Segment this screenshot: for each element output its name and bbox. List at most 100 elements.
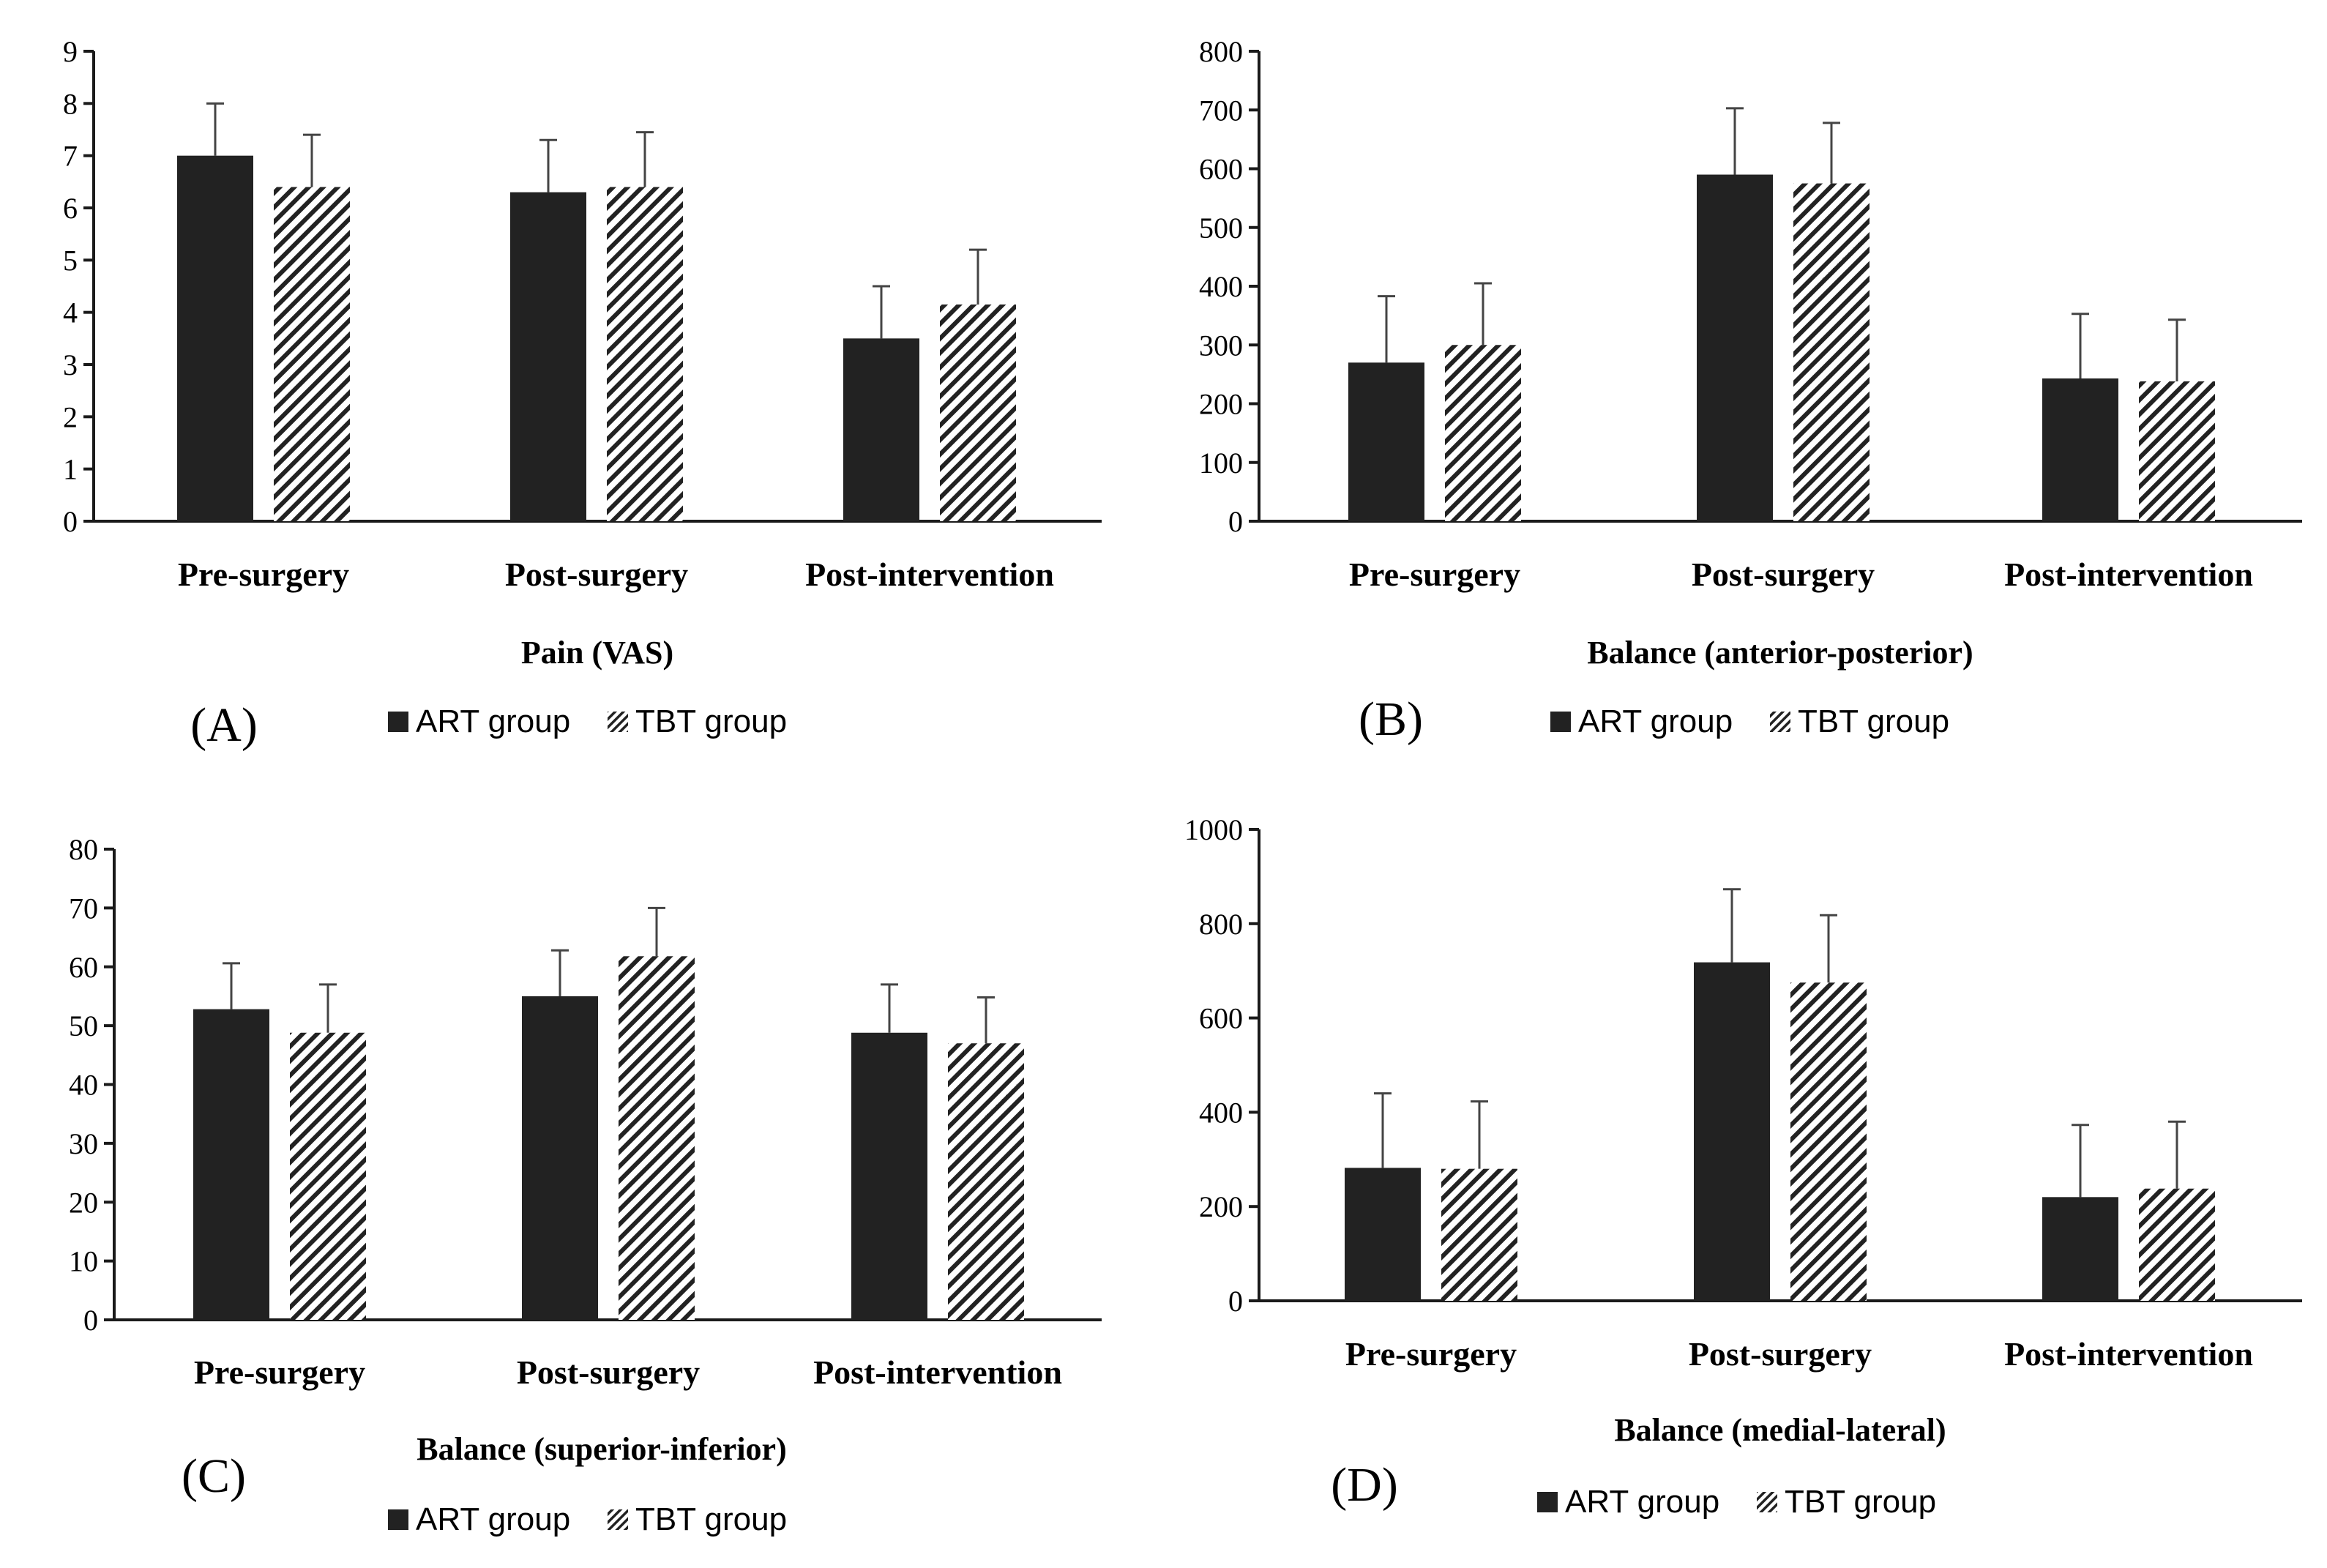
legend-swatch-tbt (608, 712, 628, 732)
legend: ART group TBT group (1550, 703, 1949, 739)
x-category-label: Post-surgery (517, 1354, 700, 1391)
y-tick-label: 700 (1199, 94, 1243, 127)
y-tick-label: 6 (63, 192, 78, 225)
x-category-label: Pre-surgery (178, 556, 349, 593)
x-axis-label: Balance (anterior-posterior) (1587, 635, 1973, 671)
x-category-label: Post-surgery (1689, 1335, 1872, 1373)
y-tick-label: 20 (69, 1186, 98, 1219)
bar-tbt (1790, 982, 1867, 1301)
legend-label-tbt: TBT group (635, 703, 787, 739)
bar-tbt (290, 1032, 366, 1320)
bar-tbt (1441, 1168, 1517, 1301)
x-category-label: Pre-surgery (194, 1354, 365, 1391)
x-category-label: Post-surgery (1692, 556, 1875, 593)
legend-label-art: ART group (1565, 1484, 1719, 1520)
bar-tbt (619, 956, 695, 1320)
bar-art (843, 338, 919, 521)
y-tick-label: 7 (63, 140, 78, 173)
y-tick-label: 50 (69, 1009, 98, 1042)
x-category-label: Post-intervention (805, 556, 1054, 593)
legend-swatch-art (388, 1509, 408, 1530)
y-tick-label: 600 (1199, 153, 1243, 186)
y-tick-label: 500 (1199, 212, 1243, 244)
y-tick-label: 400 (1199, 270, 1243, 303)
bar-art (522, 996, 598, 1320)
legend-swatch-tbt (1770, 712, 1790, 732)
y-tick-label: 5 (63, 244, 78, 277)
y-tick-label: 4 (63, 296, 78, 329)
y-tick-label: 80 (69, 833, 98, 866)
bar-tbt (2139, 381, 2215, 521)
y-tick-label: 10 (69, 1245, 98, 1278)
legend-swatch-art (1537, 1492, 1558, 1512)
panel-label: (C) (182, 1449, 246, 1503)
legend-label-art: ART group (416, 1501, 570, 1537)
y-tick-label: 0 (1228, 505, 1243, 538)
y-tick-label: 800 (1199, 35, 1243, 68)
x-category-label: Pre-surgery (1349, 556, 1520, 593)
x-category-label: Post-surgery (505, 556, 688, 593)
x-axis-label: Balance (superior-inferior) (417, 1431, 786, 1467)
bar-art (2042, 378, 2118, 521)
bar-tbt (607, 187, 683, 521)
bar-art (193, 1009, 269, 1320)
y-tick-label: 9 (63, 35, 78, 68)
bar-art (1345, 1168, 1421, 1301)
y-tick-label: 400 (1199, 1096, 1243, 1129)
x-category-label: Pre-surgery (1345, 1335, 1517, 1373)
bar-art (1694, 962, 1770, 1301)
y-tick-label: 3 (63, 348, 78, 381)
y-tick-label: 8 (63, 87, 78, 120)
chart-panel-d: 0 200 400 600 800 1000 Pre-surgery Post-surgery… (1184, 813, 2302, 1520)
x-category-label: Post-intervention (2004, 556, 2253, 593)
x-category-label: Post-intervention (2004, 1335, 2253, 1373)
y-tick-label: 0 (63, 505, 78, 538)
y-tick-label: 30 (69, 1127, 98, 1160)
y-tick-label: 200 (1199, 388, 1243, 421)
legend-label-tbt: TBT group (635, 1501, 787, 1537)
legend-label-art: ART group (1578, 703, 1733, 739)
bar-art (851, 1032, 927, 1320)
y-tick-label: 70 (69, 892, 98, 925)
legend-swatch-tbt (1757, 1492, 1777, 1512)
y-tick-label: 40 (69, 1069, 98, 1102)
legend-swatch-art (388, 712, 408, 732)
legend-label-tbt: TBT group (1798, 703, 1949, 739)
panel-label: (B) (1359, 692, 1423, 746)
bar-art (177, 155, 253, 521)
y-tick-label: 800 (1199, 908, 1243, 941)
bar-tbt (948, 1043, 1024, 1320)
chart-panel-b: 0 100 200 300 400 500 600 700 800 Pre-surgery Post… (1199, 35, 2302, 746)
bar-art (2042, 1197, 2118, 1301)
y-tick-label: 1 (63, 453, 78, 486)
bar-tbt (940, 304, 1016, 521)
y-tick-label: 0 (83, 1304, 98, 1337)
legend: ART group TBT group (388, 703, 787, 739)
bar-art (510, 192, 586, 521)
legend-label-tbt: TBT group (1785, 1484, 1936, 1520)
bar-art (1697, 174, 1773, 521)
x-axis-label: Balance (medial-lateral) (1614, 1412, 1946, 1448)
legend-swatch-art (1550, 712, 1571, 732)
bar-art (1348, 362, 1424, 521)
y-tick-label: 600 (1199, 1002, 1243, 1035)
legend: ART group TBT group (1537, 1484, 1936, 1520)
chart-panel-a: 0 1 2 3 4 5 6 7 8 9 Pre-surgery Post-surgery Post-in… (63, 35, 1102, 752)
bar-tbt (274, 187, 350, 521)
y-tick-label: 100 (1199, 447, 1243, 479)
x-axis-label: Pain (VAS) (521, 635, 673, 671)
chart-panel-c: 0 10 20 30 40 50 60 70 80 Pre-surgery Post-surgery… (69, 833, 1102, 1537)
panel-label: (A) (190, 698, 258, 752)
y-tick-label: 300 (1199, 329, 1243, 362)
bar-tbt (1793, 183, 1870, 521)
y-tick-label: 0 (1228, 1285, 1243, 1318)
x-category-label: Post-intervention (813, 1354, 1062, 1391)
legend-swatch-tbt (608, 1509, 628, 1530)
panel-label: (D) (1331, 1458, 1398, 1512)
bar-tbt (2139, 1188, 2215, 1301)
y-tick-label: 200 (1199, 1190, 1243, 1223)
y-tick-label: 1000 (1184, 813, 1243, 846)
legend-label-art: ART group (416, 703, 570, 739)
legend: ART group TBT group (388, 1501, 787, 1537)
